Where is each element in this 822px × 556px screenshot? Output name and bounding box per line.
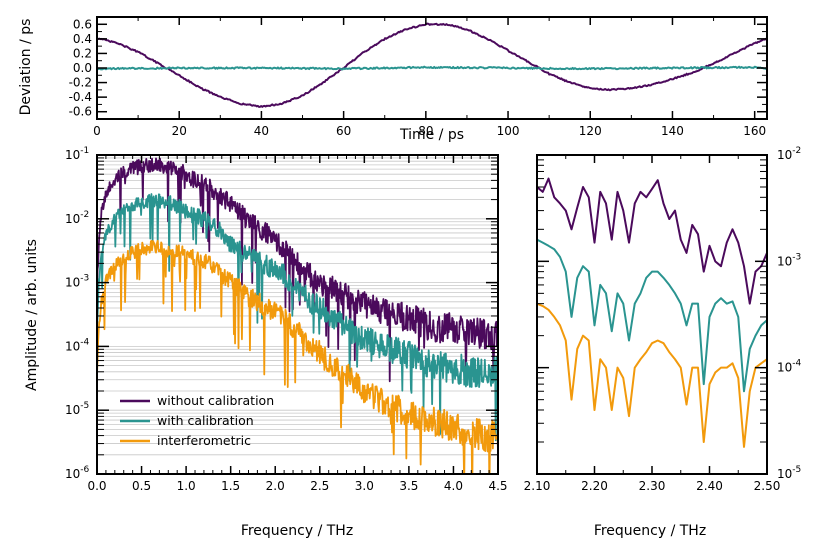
bottom-left-series-group xyxy=(97,157,498,474)
bottom-right-xtick-label: 2.40 xyxy=(696,479,723,493)
bottom-left-xtick-label: 0.0 xyxy=(87,479,106,493)
bottom-left-ytick-label: 10-3 xyxy=(65,274,89,290)
bottom-left-series-without-calibration xyxy=(97,157,498,383)
top-ytick-label: -0.2 xyxy=(69,76,92,90)
bottom-left-xtick-label: 1.0 xyxy=(177,479,196,493)
bottom-right-ytick-label: 10-3 xyxy=(777,252,801,268)
bottom-right-xtick-label: 2.10 xyxy=(524,479,551,493)
top-series-without-calibration xyxy=(97,22,767,108)
right-xlabel: Frequency / THz xyxy=(594,523,706,539)
bottom-left-xtick-label: 2.5 xyxy=(310,479,329,493)
top-xtick-label: 120 xyxy=(579,124,602,138)
bottom-left-ytick-label: 10-1 xyxy=(65,146,89,162)
bottom-right-xtick-label: 2.20 xyxy=(581,479,608,493)
bottom-left-frame xyxy=(96,154,499,475)
legend: without calibration with calibration int… xyxy=(120,393,274,448)
top-xtick-label: 60 xyxy=(336,124,351,138)
bottom-left-xtick-label: 0.5 xyxy=(132,479,151,493)
bottom-left-series-with-calibration xyxy=(97,193,498,442)
bottom-right-ytick-label: 10-4 xyxy=(777,359,802,375)
bottom-left-panel: 0.0 0.5 1.0 1.5 2.0 2.5 3.0 3.5 4.0 4.5 10-6 10-5 10… xyxy=(65,146,508,493)
left-xlabel: Frequency / THz xyxy=(241,523,353,539)
bottom-left-xtick-label: 1.5 xyxy=(221,479,240,493)
bottom-right-ytick-label: 10-2 xyxy=(777,146,801,162)
top-xtick-label: 0 xyxy=(93,124,101,138)
top-xtick-label: 140 xyxy=(661,124,684,138)
bottom-right-ytick-label: 10-5 xyxy=(777,465,801,481)
top-xtick-label: 80 xyxy=(418,124,433,138)
bottom-left-xtick-label: 4.0 xyxy=(444,479,463,493)
top-ytick-label: -0.6 xyxy=(69,105,92,119)
legend-label-without-calibration: without calibration xyxy=(157,393,274,408)
legend-label-with-calibration: with calibration xyxy=(157,413,254,428)
top-panel: 0 20 40 60 80 100 120 140 160-0.6-0.4-0.20.00.20… xyxy=(69,16,768,138)
legend-label-interferometric: interferometric xyxy=(157,433,251,448)
top-xtick-label: 40 xyxy=(254,124,269,138)
bottom-right-series-group xyxy=(537,177,767,448)
bottom-left-xtick-label: 4.5 xyxy=(488,479,507,493)
top-ytick-label: 0.2 xyxy=(73,46,92,60)
bottom-left-ytick-label: 10-4 xyxy=(65,337,90,353)
bottom-right-xtick-label: 2.30 xyxy=(639,479,666,493)
bottom-right-series-interferometric xyxy=(537,302,767,448)
top-series-with-calibration xyxy=(97,65,767,71)
top-xtick-label: 20 xyxy=(172,124,187,138)
bottom-left-series-interferometric xyxy=(97,239,498,474)
bottom-left-xtick-label: 3.0 xyxy=(355,479,374,493)
bottom-left-xtick-label: 2.0 xyxy=(266,479,285,493)
bottom-right-xtick-label: 2.50 xyxy=(754,479,781,493)
top-ylabel: Deviation / ps xyxy=(18,19,34,116)
top-xlabel: Time / ps xyxy=(399,127,464,143)
bottom-left-ytick-label: 10-2 xyxy=(65,210,89,226)
top-xtick-label: 100 xyxy=(497,124,520,138)
top-series-group xyxy=(97,22,767,108)
bottom-right-series-without-calibration xyxy=(537,177,767,305)
bottom-right-series-with-calibration xyxy=(537,238,767,393)
top-ytick-label: 0.4 xyxy=(73,32,92,46)
bottom-left-ytick-label: 10-6 xyxy=(65,465,90,481)
left-ylabel: Amplitude / arb. units xyxy=(24,239,40,391)
bottom-left-xtick-label: 3.5 xyxy=(399,479,418,493)
top-ytick-label: 0.0 xyxy=(73,61,92,75)
bottom-left-ytick-label: 10-5 xyxy=(65,401,89,417)
top-xtick-label: 160 xyxy=(743,124,766,138)
top-ytick-label: -0.4 xyxy=(69,90,92,104)
top-ytick-label: 0.6 xyxy=(73,17,92,31)
